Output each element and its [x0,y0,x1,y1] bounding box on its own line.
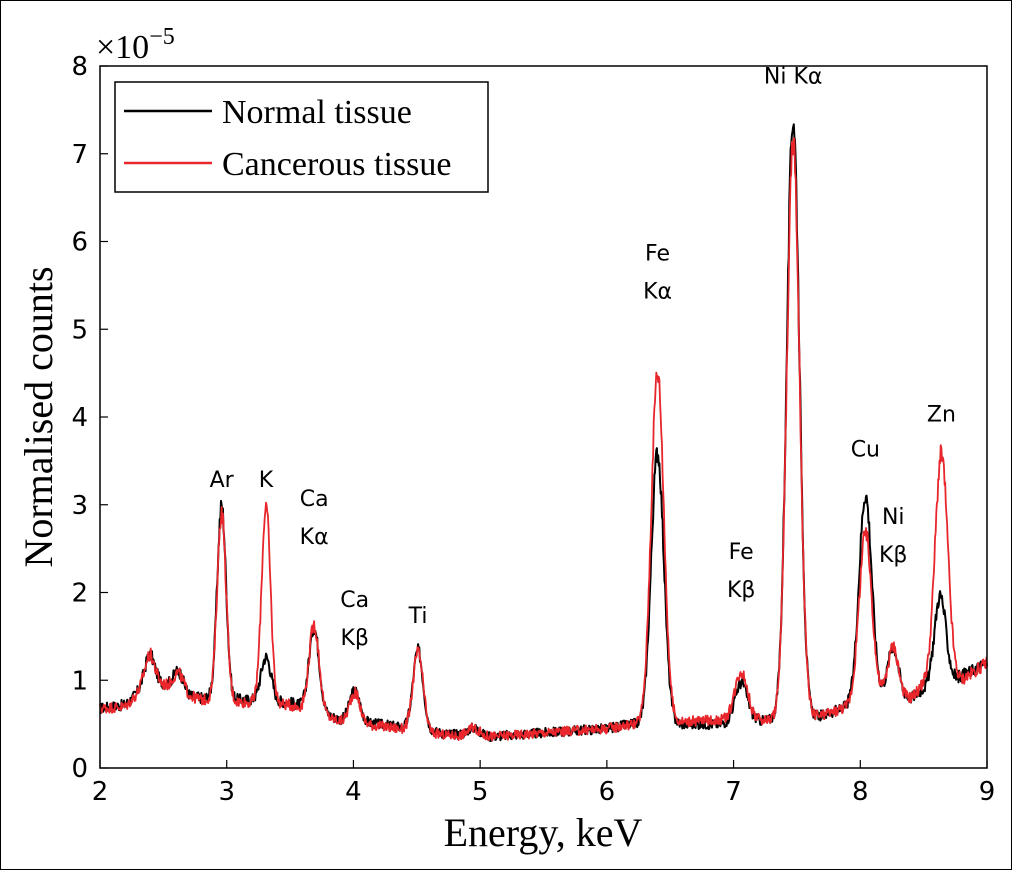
x-tick-label: 6 [599,777,616,807]
x-tick-label: 7 [725,777,742,807]
legend: Normal tissue Cancerous tissue [114,81,489,193]
peak-label: Cu [851,437,880,462]
x-tick-label: 3 [218,777,235,807]
x-tick-label: 5 [472,777,489,807]
peak-label: K [259,468,274,493]
series-line-cancerous [99,137,988,742]
y-tick-label: 8 [71,52,88,82]
peak-label: Fe [645,242,670,267]
x-axis-title: Energy, keV [444,810,643,855]
peak-label: Kα [643,280,672,305]
series-line-normal [99,123,988,742]
peak-label: Ni [882,505,905,530]
annotations-layer: Ar K Ca Kα Ca Kβ Ti Fe Kα Fe Kβ Ni Kα Cu Ni Kβ Zn [210,65,956,652]
y-tick-label: 0 [71,754,88,784]
peak-label: Kβ [879,543,907,568]
peak-label: Ar [210,468,235,493]
peak-label: Ti [408,604,428,629]
peak-label: Ni Kα [764,65,823,90]
ticks-layer: 2 3 4 5 6 7 8 9 0 1 2 3 4 5 6 7 8 [71,52,995,807]
peak-label: Ca [340,588,369,613]
x-tick-label: 2 [92,777,109,807]
peak-label: Fe [729,540,754,565]
y-multiplier-base: ×10 [96,29,149,66]
x-tick-label: 8 [852,777,869,807]
legend-label-cancerous: Cancerous tissue [222,146,451,183]
peak-label: Kβ [727,578,755,603]
x-tick-label: 9 [979,777,996,807]
series-layer [99,123,988,742]
y-tick-label: 6 [71,228,88,258]
y-tick-label: 5 [71,315,88,345]
y-tick-label: 3 [71,491,88,521]
y-multiplier-exponent: −5 [149,24,175,50]
peak-label: Kα [300,525,329,550]
peak-label: Kβ [340,626,368,651]
y-tick-label: 1 [71,666,88,696]
y-tick-label: 2 [71,579,88,609]
peak-label: Zn [927,402,956,427]
legend-label-normal: Normal tissue [222,94,412,131]
peak-label: Ca [300,487,329,512]
x-tick-label: 4 [345,777,362,807]
y-multiplier: ×10−5 [96,24,175,66]
y-tick-label: 4 [71,403,88,433]
y-axis-title: Normalised counts [16,266,61,567]
legend-box [114,81,489,193]
y-tick-label: 7 [71,140,88,170]
